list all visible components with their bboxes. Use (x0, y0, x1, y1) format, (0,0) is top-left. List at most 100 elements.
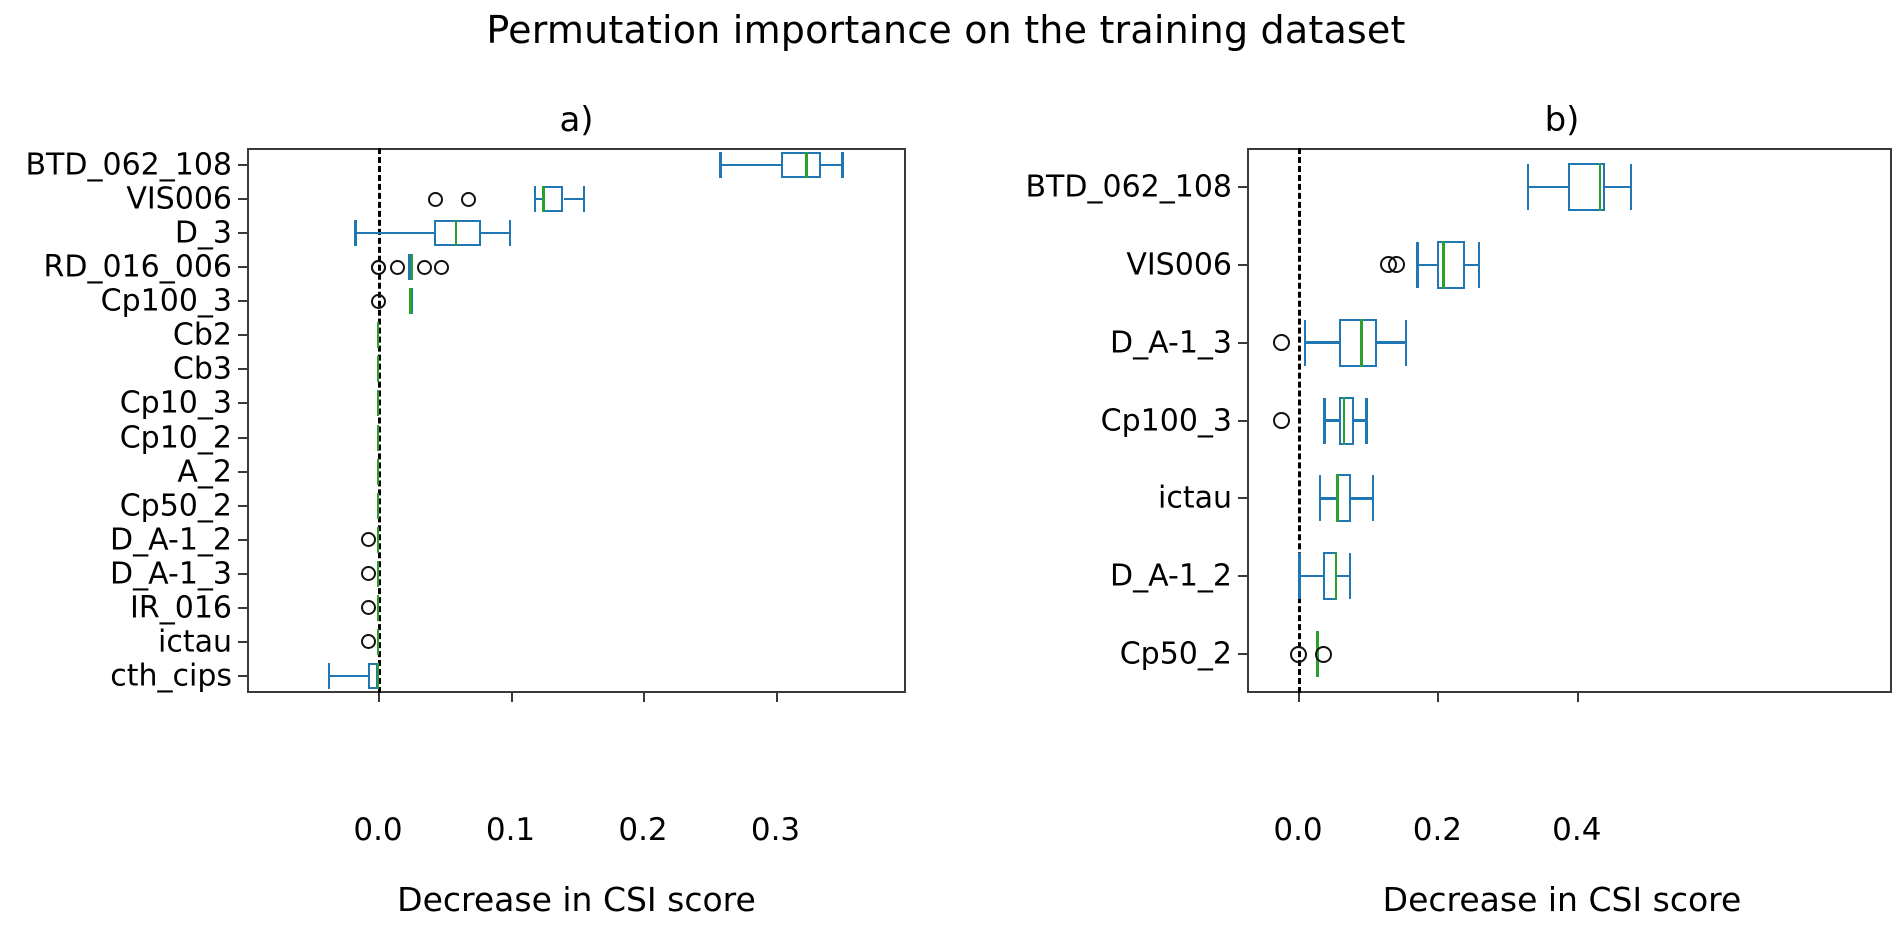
x-axis-tick (775, 693, 778, 702)
outlier-point (461, 191, 477, 207)
median-line (542, 186, 545, 213)
median-line (410, 254, 414, 281)
y-axis-label: A_2 (177, 454, 232, 490)
median-line (1336, 474, 1339, 523)
y-axis-tick (238, 368, 247, 371)
whisker-high-line (563, 197, 583, 201)
y-axis-label: Cb3 (172, 351, 232, 387)
y-axis-tick (238, 402, 247, 405)
median-line (376, 560, 380, 587)
box-iqr (542, 186, 564, 213)
y-axis-label: Cp10_3 (119, 385, 232, 421)
whisker-low-line (1303, 341, 1340, 344)
median-line (1334, 552, 1338, 601)
whisker-high-line (1337, 574, 1349, 578)
x-axis-tick (378, 693, 380, 702)
median-line (376, 458, 380, 485)
x-axis-tick-label: 0.4 (1552, 812, 1602, 848)
y-axis-label: D_A-1_2 (1110, 558, 1232, 594)
outlier-point (370, 293, 386, 309)
whisker-low-line (1298, 574, 1324, 578)
y-axis-tick (238, 232, 247, 235)
whisker-low-cap (1416, 241, 1419, 288)
y-axis-label: D_A-1_3 (110, 556, 232, 592)
whisker-high-line (1605, 185, 1630, 189)
outlier-point (390, 259, 406, 275)
outlier-point (1388, 256, 1406, 274)
whisker-low-line (354, 231, 435, 235)
whisker-low-cap (533, 186, 537, 213)
outlier-point (428, 191, 444, 207)
whisker-high-cap (1348, 553, 1352, 600)
whisker-high-cap (1477, 241, 1481, 288)
y-axis-tick (238, 470, 247, 473)
y-axis-label: Cp100_3 (100, 283, 232, 319)
y-axis-tick (1238, 419, 1247, 422)
y-axis-tick (1238, 341, 1247, 344)
outlier-point (360, 634, 376, 650)
y-axis-label: Cp10_2 (119, 420, 232, 456)
y-axis-label: BTD_062_108 (25, 147, 232, 183)
y-axis-tick (238, 334, 247, 337)
whisker-low-line (533, 197, 543, 201)
y-axis-label: D_3 (174, 215, 232, 251)
whisker-high-line (1377, 341, 1405, 344)
whisker-low-cap (1298, 553, 1301, 600)
figure-title: Permutation importance on the training d… (486, 8, 1406, 52)
x-axis-tick (1437, 693, 1440, 702)
whisker-low-cap (719, 152, 722, 179)
median-line (376, 390, 380, 417)
whisker-high-line (1353, 419, 1366, 422)
box-iqr (1339, 318, 1378, 367)
y-axis-label: D_A-1_3 (1110, 325, 1232, 361)
median-line (1360, 318, 1363, 367)
panel-a-title: a) (559, 100, 594, 140)
y-axis-label: BTD_062_108 (1025, 169, 1232, 205)
y-axis-label: ictau (1158, 480, 1232, 516)
outlier-point (416, 259, 432, 275)
x-axis-tick (643, 693, 645, 702)
y-axis-label: Cb2 (172, 317, 232, 353)
median-line (376, 424, 380, 451)
outlier-point (1273, 334, 1291, 352)
x-axis-tick-label: 0.2 (618, 812, 668, 848)
whisker-high-cap (1629, 163, 1633, 210)
median-line (1342, 396, 1346, 445)
y-axis-tick (1238, 575, 1247, 578)
y-axis-label: IR_016 (130, 590, 232, 626)
whisker-high-cap (508, 220, 511, 247)
whisker-low-cap (1323, 397, 1326, 444)
outlier-point (360, 600, 376, 616)
y-axis-tick (1238, 497, 1247, 500)
median-line (409, 288, 412, 315)
x-axis-tick (510, 693, 513, 702)
whisker-high-line (1350, 497, 1372, 500)
median-line (376, 526, 380, 553)
median-line (805, 152, 808, 179)
whisker-low-line (1526, 185, 1568, 189)
whisker-low-cap (1526, 163, 1530, 210)
y-axis-tick (238, 504, 247, 507)
panel-a-axes (247, 148, 906, 693)
y-axis-label: D_A-1_2 (110, 522, 232, 558)
whisker-high-line (1464, 263, 1478, 267)
median-line (1598, 162, 1602, 211)
x-axis-tick-label: 0.3 (750, 812, 801, 848)
box-iqr (434, 220, 481, 247)
whisker-low-cap (1303, 319, 1307, 366)
outlier-point (360, 532, 376, 548)
x-axis-tick-label: 0.0 (353, 812, 403, 848)
whisker-high-cap (1371, 475, 1375, 522)
median-line (376, 492, 380, 519)
whisker-high-line (821, 163, 842, 167)
median-line (376, 356, 380, 383)
outlier-point (370, 259, 386, 275)
x-axis-tick (1576, 693, 1579, 702)
outlier-point (1273, 412, 1291, 429)
median-line (454, 220, 458, 247)
whisker-low-cap (327, 662, 331, 689)
median-line (376, 662, 380, 689)
whisker-high-cap (582, 186, 586, 213)
box-iqr (1339, 396, 1354, 445)
